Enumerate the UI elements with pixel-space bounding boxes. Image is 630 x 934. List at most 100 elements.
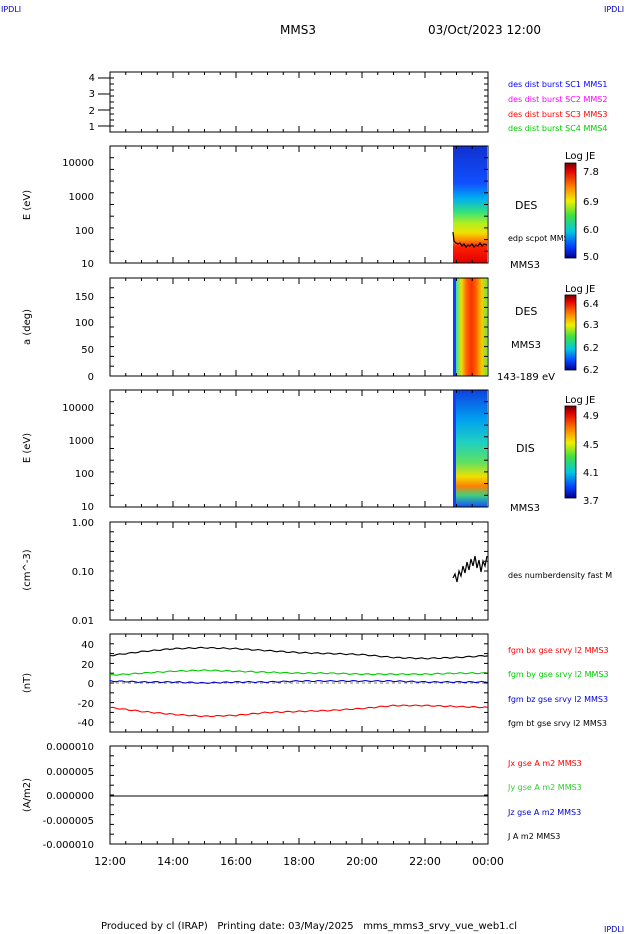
fgm-series-bx xyxy=(109,704,489,718)
corner-label-top-right: IPDLI xyxy=(604,5,624,14)
panel-des-energy-frame xyxy=(109,145,489,264)
des-pitch-tick-0: 0 xyxy=(88,372,94,383)
fgm-tick-20: 20 xyxy=(81,660,94,671)
x-tick-1600: 16:00 xyxy=(220,855,252,868)
des-energy-tick-10000: 10000 xyxy=(62,158,94,169)
des-energy-cb-tick-3: 5.0 xyxy=(583,252,599,263)
fgm-ylabel: (nT) xyxy=(22,673,33,693)
current-tick-0: 0.000010 xyxy=(46,742,94,753)
panel-tick-marks xyxy=(109,72,489,844)
burst-legend-sc4: des dist burst SC4 MMS4 xyxy=(508,124,607,133)
des-energy-tick-100: 100 xyxy=(75,226,94,237)
burst-legend-sc1: des dist burst SC1 MMS1 xyxy=(508,80,607,89)
current-tick-1: 0.000005 xyxy=(46,767,94,778)
des-energy-colorbar xyxy=(564,162,577,259)
des-pitch-tick-150: 150 xyxy=(75,292,94,303)
des-pitch-cb-tick-3: 6.2 xyxy=(583,365,599,376)
x-tick-1200: 12:00 xyxy=(94,855,126,868)
fgm-legend-by: fgm by gse srvy l2 MMS3 xyxy=(508,670,609,679)
des-pitch-cb-tick-2: 6.2 xyxy=(583,343,599,354)
plot-title: MMS3 xyxy=(280,23,316,37)
dis-energy-spectrogram xyxy=(453,390,487,507)
des-energy-colorbar-title: Log JE xyxy=(565,151,595,162)
fgm-tick-0: 0 xyxy=(88,679,94,690)
dis-energy-sublabel: MMS3 xyxy=(510,503,540,514)
x-tick-1800: 18:00 xyxy=(283,855,315,868)
current-legend-jy: Jy gse A m2 MMS3 xyxy=(507,783,582,792)
current-legend-j: J A m2 MMS3 xyxy=(507,832,560,841)
current-tick-4: -0.000010 xyxy=(43,840,94,851)
des-pitch-colorbar-title: Log JE xyxy=(565,284,595,295)
current-legend-jz: Jz gse A m2 MMS3 xyxy=(507,808,581,817)
burst-legend-sc2: des dist burst SC2 MMS2 xyxy=(508,95,607,104)
burst-legend-sc3: des dist burst SC3 MMS3 xyxy=(508,110,607,119)
fgm-legend-bx: fgm bx gse srvy l2 MMS3 xyxy=(508,646,609,655)
density-line xyxy=(452,555,488,583)
dis-energy-ylabel: E (eV) xyxy=(22,433,33,463)
corner-label-bottom-right: IPDLI xyxy=(604,925,624,934)
dis-energy-colorbar-title: Log JE xyxy=(565,395,595,406)
dis-energy-tick-10: 10 xyxy=(81,502,94,513)
current-ylabel: (A/m2) xyxy=(22,778,33,812)
des-energy-cb-tick-2: 6.0 xyxy=(583,225,599,236)
des-energy-label: DES xyxy=(515,199,537,212)
des-pitch-cb-tick-0: 6.4 xyxy=(583,299,599,310)
current-tick-2: 0.000000 xyxy=(46,791,94,802)
panel-des-pitch-frame xyxy=(109,277,489,377)
plot-datetime: 03/Oct/2023 12:00 xyxy=(428,23,541,37)
fgm-legend-bt: fgm bt gse srvy l2 MMS3 xyxy=(508,719,607,728)
dis-energy-tick-100: 100 xyxy=(75,469,94,480)
density-tick-0.01: 0.01 xyxy=(72,616,94,627)
x-tick-2200: 22:00 xyxy=(409,855,441,868)
panel-burst-frame xyxy=(109,71,489,133)
des-pitch-label: DES xyxy=(515,305,537,318)
dis-energy-cb-tick-2: 4.1 xyxy=(583,468,599,479)
x-tick-2000: 20:00 xyxy=(346,855,378,868)
dis-energy-cb-tick-0: 4.9 xyxy=(583,411,599,422)
panel-dis-energy: E (eV) 10000 1000 100 10 DIS MMS3 Log JE… xyxy=(22,389,599,514)
burst-tick-2: 2 xyxy=(89,106,95,117)
fgm-tick-minus40: -40 xyxy=(78,718,94,729)
des-pitch-edge-band xyxy=(453,278,456,376)
density-legend: des numberdensity fast M xyxy=(508,571,612,580)
des-energy-sublabel: MMS3 xyxy=(510,260,540,271)
fgm-series-by xyxy=(110,669,489,676)
dis-energy-colorbar xyxy=(564,405,577,499)
dis-energy-label: DIS xyxy=(516,442,535,455)
des-pitch-tick-50: 50 xyxy=(81,345,94,356)
dis-energy-tick-10000: 10000 xyxy=(62,403,94,414)
x-axis: 12:00 14:00 16:00 18:00 20:00 22:00 00:0… xyxy=(94,855,504,868)
density-ylabel: (cm^-3) xyxy=(22,549,33,590)
footer-text: Produced by cl (IRAP) Printing date: 03/… xyxy=(101,921,517,932)
fgm-tick-40: 40 xyxy=(81,640,94,651)
des-pitch-sublabel: MMS3 xyxy=(511,340,541,351)
des-energy-ylabel: E (eV) xyxy=(22,190,33,220)
des-pitch-colorbar xyxy=(564,294,577,371)
fgm-lines xyxy=(109,646,489,718)
des-pitch-cb-tick-1: 6.3 xyxy=(583,320,599,331)
des-pitch-range-label: 143-189 eV xyxy=(497,372,555,383)
panel-des-pitch: a (deg) 150 100 50 0 DES MMS3 143-189 eV… xyxy=(22,277,599,383)
fgm-series-bt xyxy=(109,646,489,660)
panel-dis-energy-frame xyxy=(109,389,489,508)
current-tick-3: -0.000005 xyxy=(43,816,94,827)
des-energy-tick-1000: 1000 xyxy=(69,192,94,203)
des-pitch-spectrogram xyxy=(453,278,487,376)
density-tick-1.00: 1.00 xyxy=(72,518,94,529)
burst-tick-3: 3 xyxy=(89,89,95,100)
burst-y-tick-marks xyxy=(98,77,110,127)
current-legend-jx: Jx gse A m2 MMS3 xyxy=(507,759,582,768)
x-tick-0000: 00:00 xyxy=(472,855,504,868)
panel-current: (A/m2) 0.000010 0.000005 0.000000 -0.000… xyxy=(22,742,582,851)
dis-energy-edge-band xyxy=(453,390,456,507)
density-tick-0.10: 0.10 xyxy=(72,567,94,578)
des-energy-cb-tick-1: 6.9 xyxy=(583,197,599,208)
fgm-legend-bz: fgm bz gse srvy l2 MMS3 xyxy=(508,695,608,704)
panel-density-frame xyxy=(109,521,489,621)
dis-energy-cb-tick-3: 3.7 xyxy=(583,496,599,507)
des-energy-cb-tick-0: 7.8 xyxy=(583,167,599,178)
des-pitch-ylabel: a (deg) xyxy=(22,309,33,345)
dis-energy-cb-tick-1: 4.5 xyxy=(583,440,599,451)
panel-des-energy: E (eV) 10000 1000 100 10 DES edp scpot M… xyxy=(22,145,599,271)
